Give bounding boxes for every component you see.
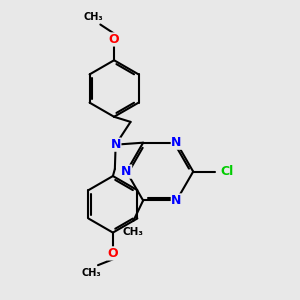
Text: N: N bbox=[110, 138, 121, 151]
Text: N: N bbox=[171, 136, 182, 149]
Text: CH₃: CH₃ bbox=[122, 227, 143, 237]
Text: N: N bbox=[171, 194, 182, 207]
Text: Cl: Cl bbox=[220, 165, 233, 178]
Text: O: O bbox=[109, 33, 119, 46]
Text: CH₃: CH₃ bbox=[81, 268, 101, 278]
Text: CH₃: CH₃ bbox=[83, 12, 103, 22]
Text: O: O bbox=[108, 247, 118, 260]
Text: N: N bbox=[121, 165, 132, 178]
